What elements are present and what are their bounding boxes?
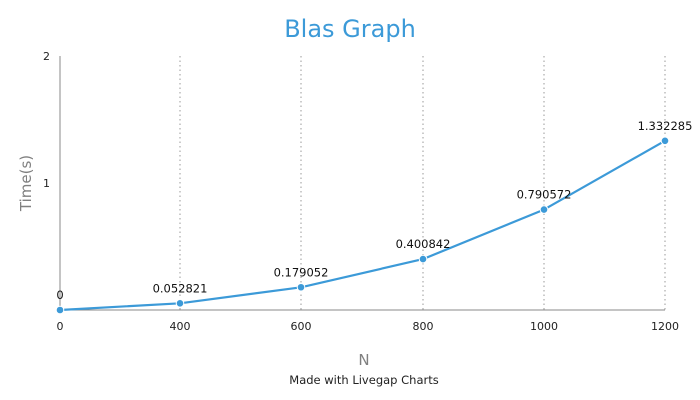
x-tick-label-1200: 1200 — [651, 320, 679, 333]
data-point-1000 — [539, 205, 549, 214]
y-tick-label-2: 2 — [43, 50, 50, 63]
axes — [59, 56, 665, 311]
grid-lines — [179, 56, 666, 310]
data-label-1200: 1.332285 — [638, 119, 693, 133]
x-tick-label-1000: 1000 — [530, 320, 558, 333]
chart-title: Blas Graph — [284, 15, 416, 43]
data-labels: 0 0.052821 0.179052 0.400842 0.790572 1.33228… — [56, 119, 692, 302]
data-label-0: 0 — [56, 288, 63, 302]
data-point-1200 — [660, 136, 670, 146]
data-point-800 — [418, 254, 428, 264]
x-tick-label-800: 800 — [413, 320, 434, 333]
credit-text: Made with Livegap Charts — [289, 373, 438, 387]
x-axis-title: N — [358, 351, 369, 369]
y-tick-label-1: 1 — [43, 177, 50, 190]
tick-labels: 0 400 600 800 1000 1200 1 2 — [43, 50, 679, 333]
line-series — [55, 136, 670, 315]
x-tick-label-0: 0 — [57, 320, 64, 333]
data-label-600: 0.179052 — [274, 265, 329, 279]
data-label-400: 0.052821 — [153, 281, 208, 295]
data-label-800: 0.400842 — [396, 237, 451, 251]
x-tick-label-400: 400 — [170, 320, 191, 333]
data-point-400 — [175, 298, 185, 308]
series-line-0 — [58, 139, 667, 312]
data-point-0 — [55, 305, 65, 315]
data-label-1000: 0.790572 — [517, 188, 572, 202]
y-axis-title: Time(s) — [17, 155, 35, 212]
data-point-600 — [296, 282, 306, 292]
x-tick-label-600: 600 — [291, 320, 312, 333]
